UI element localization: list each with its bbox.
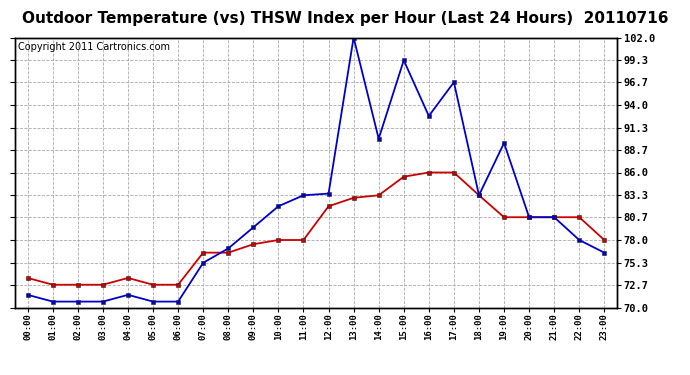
Text: Copyright 2011 Cartronics.com: Copyright 2011 Cartronics.com xyxy=(18,42,170,51)
Text: Outdoor Temperature (vs) THSW Index per Hour (Last 24 Hours)  20110716: Outdoor Temperature (vs) THSW Index per … xyxy=(22,11,668,26)
